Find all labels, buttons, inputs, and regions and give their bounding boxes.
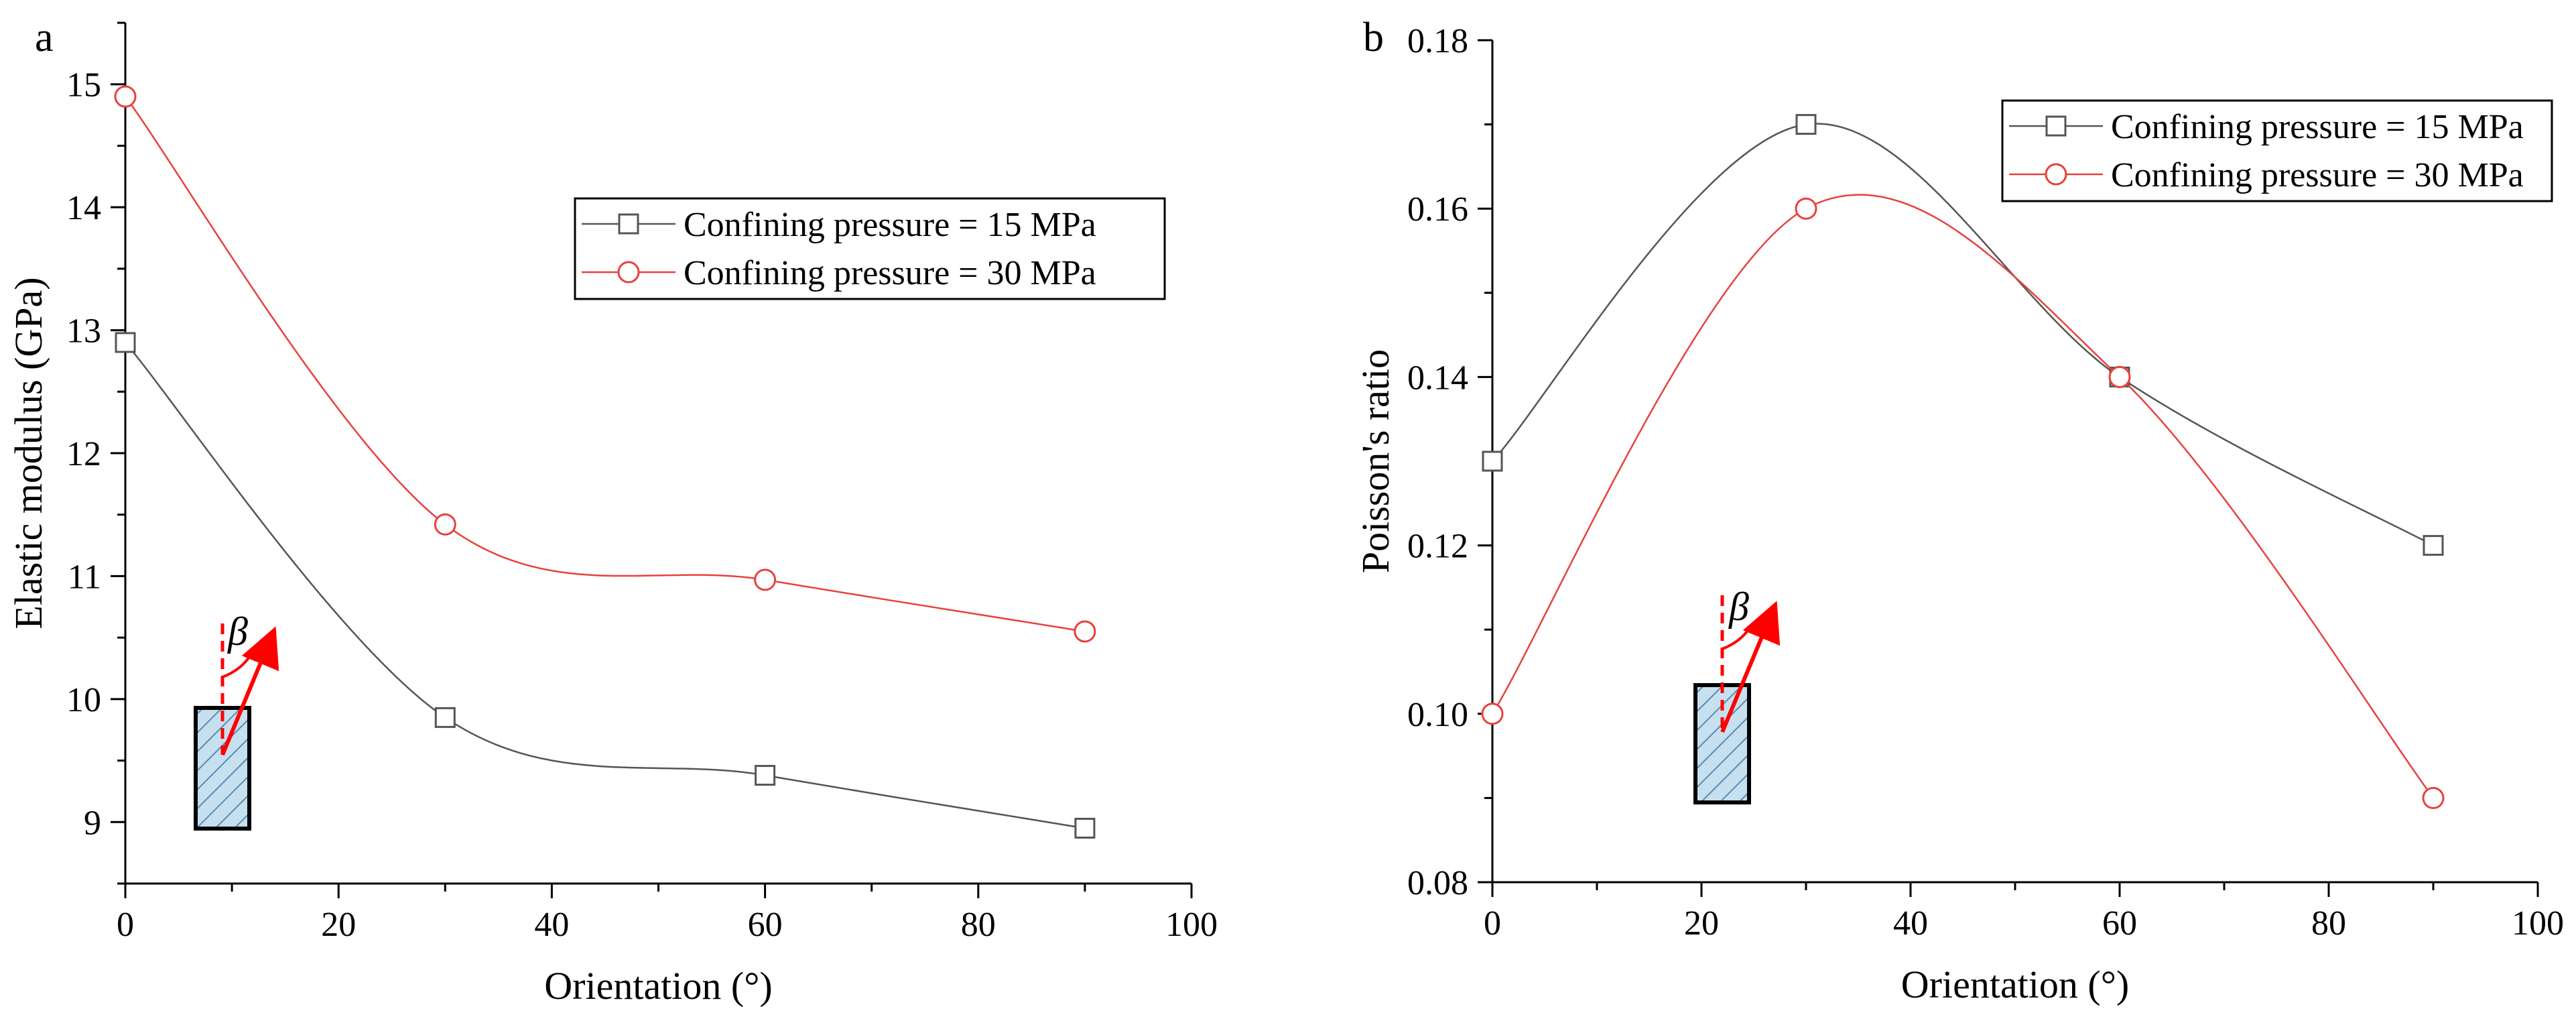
y-tick-label: 0.16 [1407,190,1468,229]
specimen-block [194,706,251,831]
x-tick-label: 80 [2311,904,2346,943]
panel-letter: a [35,15,54,60]
x-tick-label: 40 [1893,904,1928,943]
x-tick-label: 0 [1484,904,1501,943]
data-point-square [434,707,456,728]
y-tick-label: 0.18 [1407,22,1468,60]
data-point-circle [434,513,456,536]
data-point-square [1074,817,1096,839]
orientation-arrow [1720,601,1781,733]
legend-label: Confining pressure = 30 MPa [684,254,1096,292]
x-tick-label: 100 [2512,904,2564,943]
legend: Confining pressure = 15 MPa Confining pre… [574,197,1166,300]
x-tick-label: 60 [2102,904,2137,943]
y-tick-label: 9 [84,804,101,842]
y-tick-label: 10 [66,681,101,719]
series-line-1 [1492,123,2434,546]
chart-panel-b: 0 20 40 60 80 100 0.08 0.10 0.12 0.14 0.16 0.18 Orie… [1354,15,2564,1006]
legend-marker-square [618,213,639,235]
chart-panel-a: 0 20 40 60 80 100 9 10 11 12 13 14 15 Orientation (°)… [7,15,1218,1008]
panel-letter: b [1363,15,1384,60]
x-tick-label: 100 [1165,906,1218,944]
legend-label: Confining pressure = 30 MPa [2111,156,2524,194]
x-tick-label: 60 [748,906,783,944]
data-point-circle [1481,703,1504,725]
x-tick-label: 20 [1684,904,1719,943]
beta-symbol: β [1728,585,1749,629]
data-point-circle [1074,620,1096,643]
legend-marker-circle [617,261,640,284]
y-tick-label: 0.14 [1407,359,1468,397]
orientation-arrow [220,626,279,756]
y-tick-label: 15 [66,66,101,105]
series-line-2 [1491,194,2435,799]
x-tick-label: 40 [534,906,569,944]
legend-label: Confining pressure = 15 MPa [684,206,1096,244]
y-tick-label: 11 [68,558,101,596]
y-tick-label: 0.10 [1407,696,1468,734]
legend-marker-square [2045,115,2067,137]
legend: Confining pressure = 15 MPa Confining pre… [2001,99,2553,202]
x-axis-title: Orientation (°) [544,964,772,1008]
data-point-circle [114,85,137,108]
angle-arc [222,656,251,678]
data-point-square [115,332,136,353]
data-point-square [755,765,776,786]
legend-label: Confining pressure = 15 MPa [2111,108,2524,146]
legend-marker-circle [2045,163,2067,186]
beta-symbol: β [227,609,248,654]
data-point-square [2423,535,2444,556]
x-tick-label: 80 [961,906,996,944]
y-axis-title: Poisson's ratio [1354,349,1397,573]
y-tick-label: 0.08 [1407,864,1468,902]
y-tick-label: 14 [66,189,101,227]
data-point-circle [1795,197,1817,220]
specimen-inset: β [194,609,279,831]
series-line-2 [124,96,1086,633]
angle-arc [1722,627,1750,650]
series-line-1 [125,342,1086,829]
data-point-square [1795,114,1817,135]
x-tick-label: 0 [117,906,134,944]
data-point-square [1482,450,1503,472]
legend-box [2001,99,2553,202]
y-tick-label: 12 [66,435,101,473]
legend-box [574,197,1166,300]
x-axis-title: Orientation (°) [1901,963,2129,1006]
y-tick-label: 13 [66,312,101,351]
x-tick-label: 20 [321,906,356,944]
data-point-circle [2108,365,2131,388]
data-point-circle [2422,786,2445,809]
y-tick-label: 0.12 [1407,528,1468,566]
data-point-circle [754,568,777,591]
specimen-inset: β [1693,585,1781,804]
y-axis-title: Elastic modulus (GPa) [7,277,50,629]
